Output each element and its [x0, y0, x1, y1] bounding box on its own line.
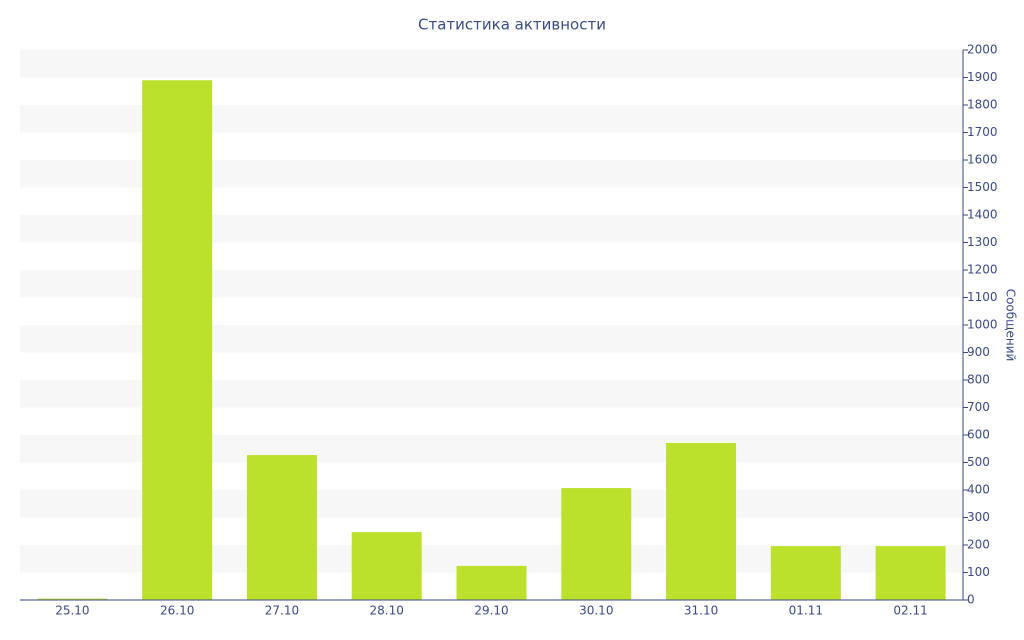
bar — [561, 488, 632, 600]
y-tick-label: 0 — [967, 593, 975, 607]
y-tick-label: 700 — [967, 400, 990, 414]
y-tick-label: 600 — [967, 428, 990, 442]
x-tick-label: 02.11 — [893, 604, 927, 618]
y-tick-label: 100 — [967, 565, 990, 579]
x-tick-label: 01.11 — [789, 604, 823, 618]
y-tick-label: 1800 — [967, 98, 998, 112]
y-tick-label: 400 — [967, 483, 990, 497]
x-tick-label: 27.10 — [265, 604, 299, 618]
y-tick-label: 1400 — [967, 208, 998, 222]
y-tick-label: 1500 — [967, 180, 998, 194]
bar — [351, 532, 422, 600]
bar — [770, 546, 841, 600]
x-tick-label: 28.10 — [370, 604, 404, 618]
x-tick-label: 25.10 — [55, 604, 89, 618]
x-tick-label: 30.10 — [579, 604, 613, 618]
y-tick-label: 2000 — [967, 43, 998, 57]
y-tick-label: 200 — [967, 538, 990, 552]
x-tick-label: 29.10 — [474, 604, 508, 618]
grid-band — [20, 50, 963, 78]
bar — [666, 442, 737, 600]
y-tick-label: 1300 — [967, 235, 998, 249]
y-tick-label: 1000 — [967, 318, 998, 332]
bar — [246, 455, 317, 600]
bar — [142, 80, 213, 600]
y-tick-label: 1700 — [967, 125, 998, 139]
y-tick-label: 300 — [967, 510, 990, 524]
y-axis-label: Сообщений — [1004, 289, 1018, 362]
y-tick-label: 1900 — [967, 70, 998, 84]
y-tick-label: 1200 — [967, 263, 998, 277]
x-tick-label: 26.10 — [160, 604, 194, 618]
y-tick-label: 900 — [967, 345, 990, 359]
y-tick-label: 1100 — [967, 290, 998, 304]
y-tick-label: 500 — [967, 455, 990, 469]
chart-title: Статистика активности — [418, 16, 606, 34]
x-tick-label: 31.10 — [684, 604, 718, 618]
y-tick-label: 1600 — [967, 153, 998, 167]
bar — [37, 598, 108, 600]
bar — [456, 565, 527, 600]
y-tick-label: 800 — [967, 373, 990, 387]
bar — [875, 546, 946, 600]
